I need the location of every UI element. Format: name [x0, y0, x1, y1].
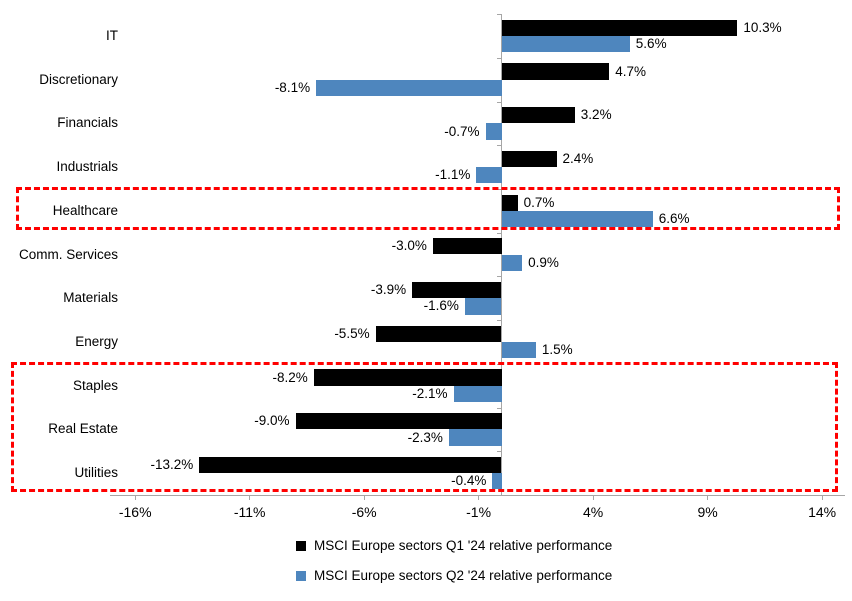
- x-axis-tick: [363, 495, 365, 500]
- bar-q2: [501, 35, 630, 53]
- value-label: -0.7%: [444, 123, 480, 139]
- category-label: Industrials: [56, 159, 118, 174]
- legend-label: MSCI Europe sectors Q1 '24 relative perf…: [314, 538, 613, 553]
- value-label: 3.2%: [580, 107, 612, 123]
- category-tick: [496, 101, 502, 103]
- x-axis-tick: [592, 495, 594, 500]
- bar-q1: [432, 238, 502, 255]
- value-label: 4.7%: [615, 63, 646, 79]
- bar-q2: [453, 385, 502, 402]
- category-tick: [496, 451, 502, 453]
- bar-q1: [412, 282, 502, 299]
- value-label: 10.3%: [743, 19, 782, 35]
- x-axis-tick-label: -6%: [351, 504, 377, 520]
- value-label: 2.4%: [562, 150, 594, 166]
- bar-q2: [501, 342, 536, 359]
- legend-item: MSCI Europe sectors Q2 '24 relative perf…: [296, 567, 612, 585]
- value-label: -8.2%: [272, 369, 308, 385]
- category-tick: [496, 276, 502, 278]
- legend-marker-q1: [296, 541, 306, 551]
- value-label: -1.1%: [435, 167, 471, 183]
- x-axis-tick-label: 9%: [697, 504, 718, 520]
- x-axis-tick-label: 14%: [808, 504, 837, 520]
- value-label: -5.5%: [334, 325, 370, 341]
- legend-label: MSCI Europe sectors Q2 '24 relative perf…: [314, 568, 613, 583]
- bar-q2: [448, 429, 502, 446]
- x-axis-tick: [478, 495, 480, 500]
- category-label: Healthcare: [52, 202, 118, 218]
- bar-q2: [492, 473, 502, 490]
- x-axis-tick: [821, 495, 823, 500]
- x-axis-tick: [707, 495, 709, 500]
- value-label: -3.9%: [370, 282, 407, 298]
- x-axis-tick-label: 4%: [582, 504, 604, 520]
- category-label: Staples: [72, 377, 118, 393]
- value-label: 6.6%: [658, 211, 690, 226]
- category-tick: [496, 320, 502, 322]
- category-tick: [496, 232, 502, 234]
- bar-q1: [501, 107, 575, 124]
- bar-q1: [199, 456, 502, 474]
- value-label: -13.2%: [150, 457, 194, 472]
- value-label: -2.1%: [412, 385, 448, 401]
- category-tick: [496, 407, 502, 409]
- value-label: 0.9%: [528, 254, 559, 270]
- category-label: Energy: [75, 334, 118, 349]
- x-axis-tick: [249, 495, 251, 500]
- value-label: -1.6%: [423, 298, 459, 314]
- category-tick: [496, 14, 502, 15]
- x-axis-tick-label: -16%: [118, 504, 152, 520]
- category-label: Comm. Services: [18, 246, 118, 262]
- x-axis-tick-label: -1%: [466, 504, 492, 520]
- category-label: Utilities: [74, 465, 118, 481]
- bar-q1: [501, 194, 518, 211]
- value-label: 1.5%: [541, 342, 573, 358]
- value-label: -0.4%: [451, 473, 487, 489]
- bar-q1: [313, 369, 502, 386]
- category-label: IT: [106, 27, 118, 43]
- bar-q1: [501, 63, 610, 80]
- x-axis-tick: [134, 495, 136, 500]
- bar-q2: [464, 298, 502, 315]
- value-label: -8.1%: [274, 79, 311, 95]
- value-label: -9.0%: [254, 413, 290, 429]
- bar-q1: [295, 413, 502, 430]
- legend-marker-q2: [296, 571, 306, 581]
- x-axis-tick-label: -11%: [233, 504, 266, 520]
- bar-q2: [501, 254, 523, 271]
- highlight-box-defensives: [11, 362, 838, 492]
- category-tick: [496, 57, 502, 59]
- category-label: Real Estate: [48, 421, 118, 437]
- legend-item: MSCI Europe sectors Q1 '24 relative perf…: [296, 537, 612, 555]
- category-label: Discretionary: [39, 71, 118, 87]
- bar-q1: [501, 19, 738, 36]
- category-label: Materials: [63, 290, 118, 306]
- highlight-box-healthcare: [16, 187, 840, 230]
- bar-q2: [501, 210, 653, 228]
- x-axis-line: [110, 495, 845, 496]
- value-label: -3.0%: [391, 238, 427, 254]
- category-tick: [496, 145, 502, 147]
- value-label: -2.3%: [407, 429, 443, 445]
- value-label: 0.7%: [523, 194, 555, 210]
- bar-q1: [501, 150, 557, 168]
- bar-q2: [476, 167, 502, 184]
- bar-q2: [485, 123, 502, 140]
- value-label: 5.6%: [635, 36, 667, 52]
- bar-q1: [375, 325, 502, 342]
- category-label: Financials: [57, 115, 118, 131]
- bar-q2: [316, 79, 502, 96]
